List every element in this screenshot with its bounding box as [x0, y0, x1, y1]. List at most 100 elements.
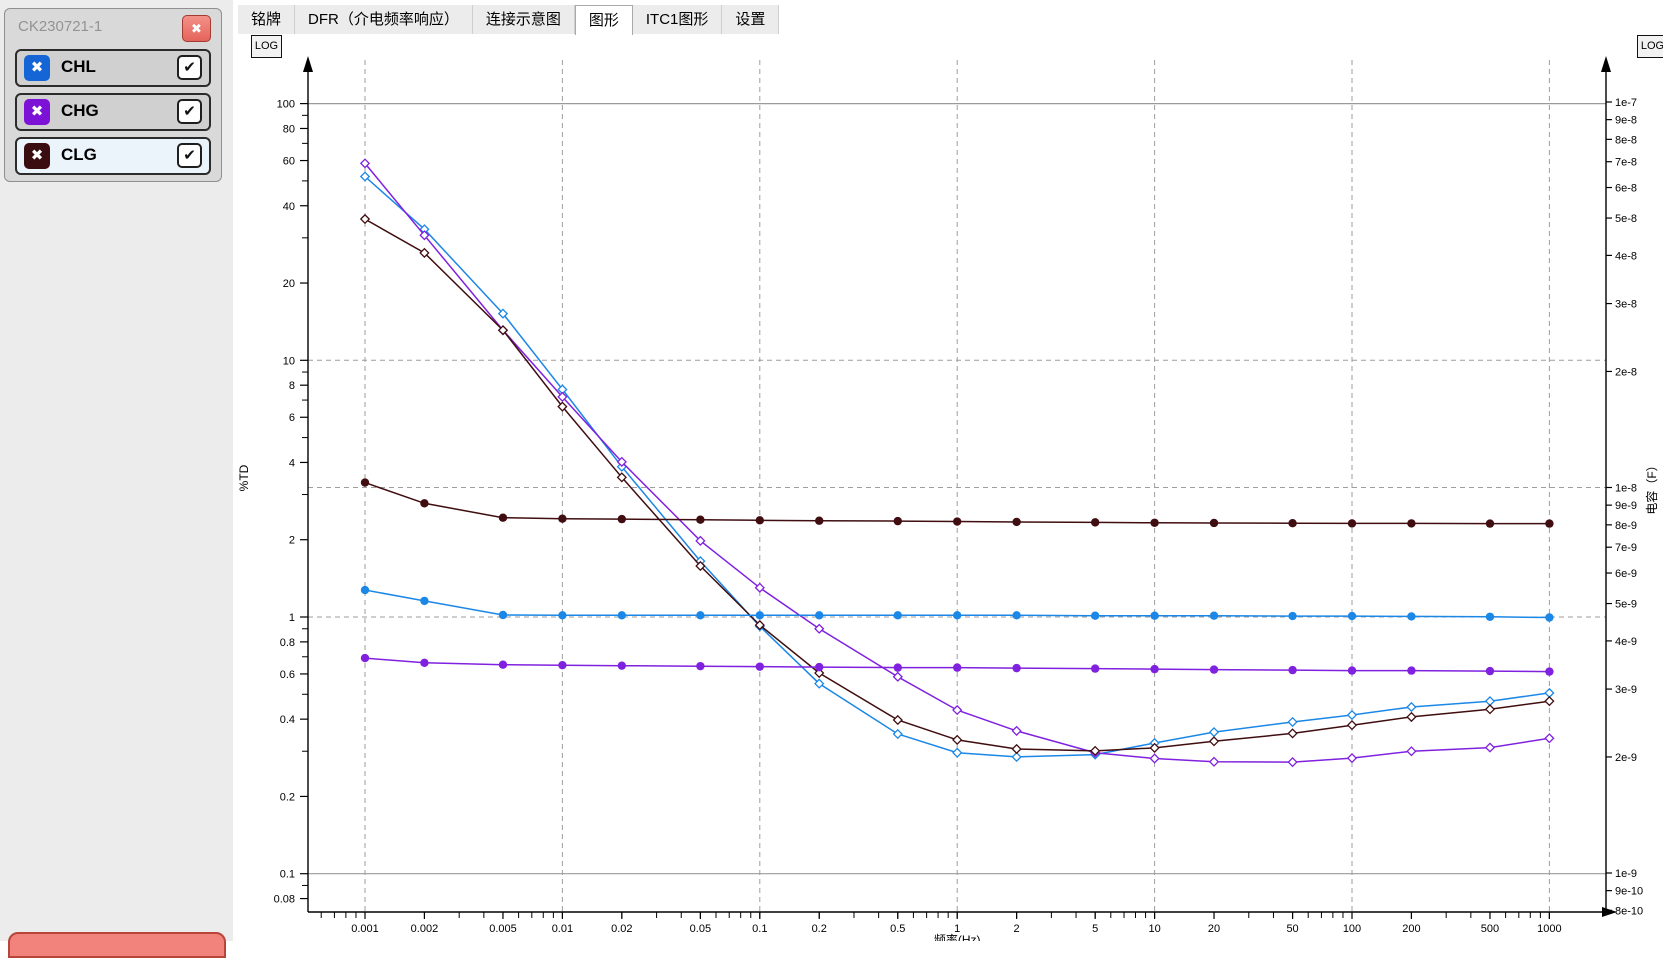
data-point: [558, 660, 567, 670]
channel-row-chl[interactable]: ✖ CHL ✔: [15, 49, 211, 87]
data-point: [557, 401, 568, 412]
y-left-ticks: 100 80 60 40 20 10 8 6 4 2 1 0.8 0.6 0.4 0.2 0.1 0.08: [274, 99, 308, 906]
y-left-tick-label: 0.6: [280, 669, 295, 681]
data-point: [1209, 665, 1219, 674]
data-point: [1346, 720, 1358, 731]
y-left-tick-label: 40: [283, 201, 295, 213]
data-point: [1011, 751, 1022, 763]
data-point: [359, 213, 371, 225]
data-point: [498, 610, 508, 620]
data-point: [1346, 709, 1358, 721]
y-left-tick-label: 2: [289, 535, 295, 547]
channel-row-chg[interactable]: ✖ CHG ✔: [15, 93, 211, 131]
data-point: [1407, 519, 1416, 528]
y-right-tick-label: 7e-8: [1615, 157, 1637, 169]
data-point: [498, 513, 508, 522]
series-chl-%td: [359, 171, 1555, 763]
data-point: [617, 514, 627, 524]
axes: [303, 56, 1617, 917]
log-scale-button-left[interactable]: LOG: [251, 35, 282, 58]
y-right-tick-label: 1e-8: [1615, 483, 1637, 495]
tab-4[interactable]: ITC1图形: [632, 5, 723, 34]
y-right-tick-label: 8e-9: [1615, 520, 1637, 532]
data-point: [1544, 733, 1555, 744]
log-scale-button-right[interactable]: LOG: [1637, 35, 1663, 58]
data-point: [419, 247, 430, 259]
channel-x-icon: ✖: [24, 143, 50, 169]
data-point: [1544, 696, 1555, 707]
data-point: [892, 671, 903, 682]
channel-row-clg[interactable]: ✖ CLG ✔: [15, 137, 211, 175]
data-point: [498, 660, 508, 669]
y-right-tick-label: 9e-10: [1615, 886, 1643, 898]
data-point: [1011, 725, 1022, 737]
y-right-tick-label: 8e-10: [1615, 905, 1643, 917]
data-point: [695, 560, 706, 572]
data-point: [1544, 687, 1555, 699]
data-point: [558, 611, 567, 620]
data-point: [558, 514, 567, 523]
x-tick-label: 0.05: [690, 923, 711, 935]
data-point: [1287, 728, 1298, 739]
data-point: [1150, 518, 1159, 527]
x-tick-label: 0.002: [411, 923, 439, 935]
data-point: [815, 662, 824, 672]
data-point: [360, 585, 370, 595]
data-point: [1090, 518, 1100, 527]
gridlines: [308, 60, 1606, 912]
data-point: [755, 516, 764, 525]
series-clg-电容: [360, 478, 1554, 528]
y-right-tick-label: 9e-9: [1615, 500, 1637, 512]
data-point: [1012, 611, 1021, 620]
data-point: [1208, 736, 1220, 747]
data-point: [1485, 612, 1495, 621]
data-point: [696, 515, 705, 524]
x-tick-label: 5: [1092, 923, 1098, 935]
data-point: [1406, 701, 1417, 713]
channel-label: CHL: [61, 57, 96, 76]
data-point: [1090, 745, 1101, 756]
data-point: [1208, 727, 1220, 738]
y-left-tick-label: 0.08: [274, 894, 295, 906]
data-point: [953, 663, 962, 672]
tab-2[interactable]: 连接示意图: [472, 5, 575, 34]
close-icon[interactable]: ✖: [182, 15, 211, 42]
x-tick-label: 20: [1208, 923, 1220, 935]
data-point: [1347, 519, 1357, 528]
data-point: [1150, 611, 1159, 620]
data-point: [952, 747, 963, 758]
data-point: [754, 619, 765, 631]
y-left-tick-label: 0.2: [280, 791, 295, 803]
data-point: [1149, 753, 1160, 764]
series-clg-%td: [359, 213, 1555, 756]
tab-1[interactable]: DFR（介电频率响应）: [295, 5, 473, 34]
data-point: [892, 728, 903, 740]
y-right-tick-label: 6e-8: [1615, 183, 1637, 195]
data-point: [755, 662, 764, 671]
data-point: [617, 611, 627, 620]
tab-graph[interactable]: 图形: [574, 5, 633, 35]
y-left-tick-label: 0.4: [280, 714, 295, 726]
y-right-tick-label: 6e-9: [1615, 568, 1637, 580]
data-point: [1485, 666, 1495, 676]
tab-5[interactable]: 设置: [722, 5, 780, 34]
y-left-tick-label: 0.8: [280, 637, 295, 649]
data-point: [1545, 613, 1554, 622]
bottom-action-button[interactable]: [8, 932, 226, 958]
data-point: [359, 158, 371, 169]
channel-checkbox[interactable]: ✔: [177, 55, 202, 80]
tab-0[interactable]: 铭牌: [238, 5, 296, 34]
data-point: [1347, 666, 1357, 675]
x-tick-label: 10: [1148, 923, 1160, 935]
channel-checkbox[interactable]: ✔: [177, 143, 202, 168]
channel-checkbox[interactable]: ✔: [177, 99, 202, 124]
y-right-axis-title: 电容（F）: [1644, 459, 1659, 514]
record-title: CK230721-1: [18, 18, 103, 35]
y-right-tick-label: 3e-9: [1615, 684, 1637, 696]
x-tick-label: 2: [1014, 923, 1020, 935]
y-right-tick-label: 5e-9: [1615, 599, 1637, 611]
data-point: [1484, 696, 1496, 707]
data-point: [952, 704, 963, 716]
x-ticks: 0.001 0.002 0.005 0.01 0.02 0.05 0.1 0.2 0.5 1 2 5 1…: [320, 912, 1562, 935]
data-point: [1090, 664, 1100, 673]
